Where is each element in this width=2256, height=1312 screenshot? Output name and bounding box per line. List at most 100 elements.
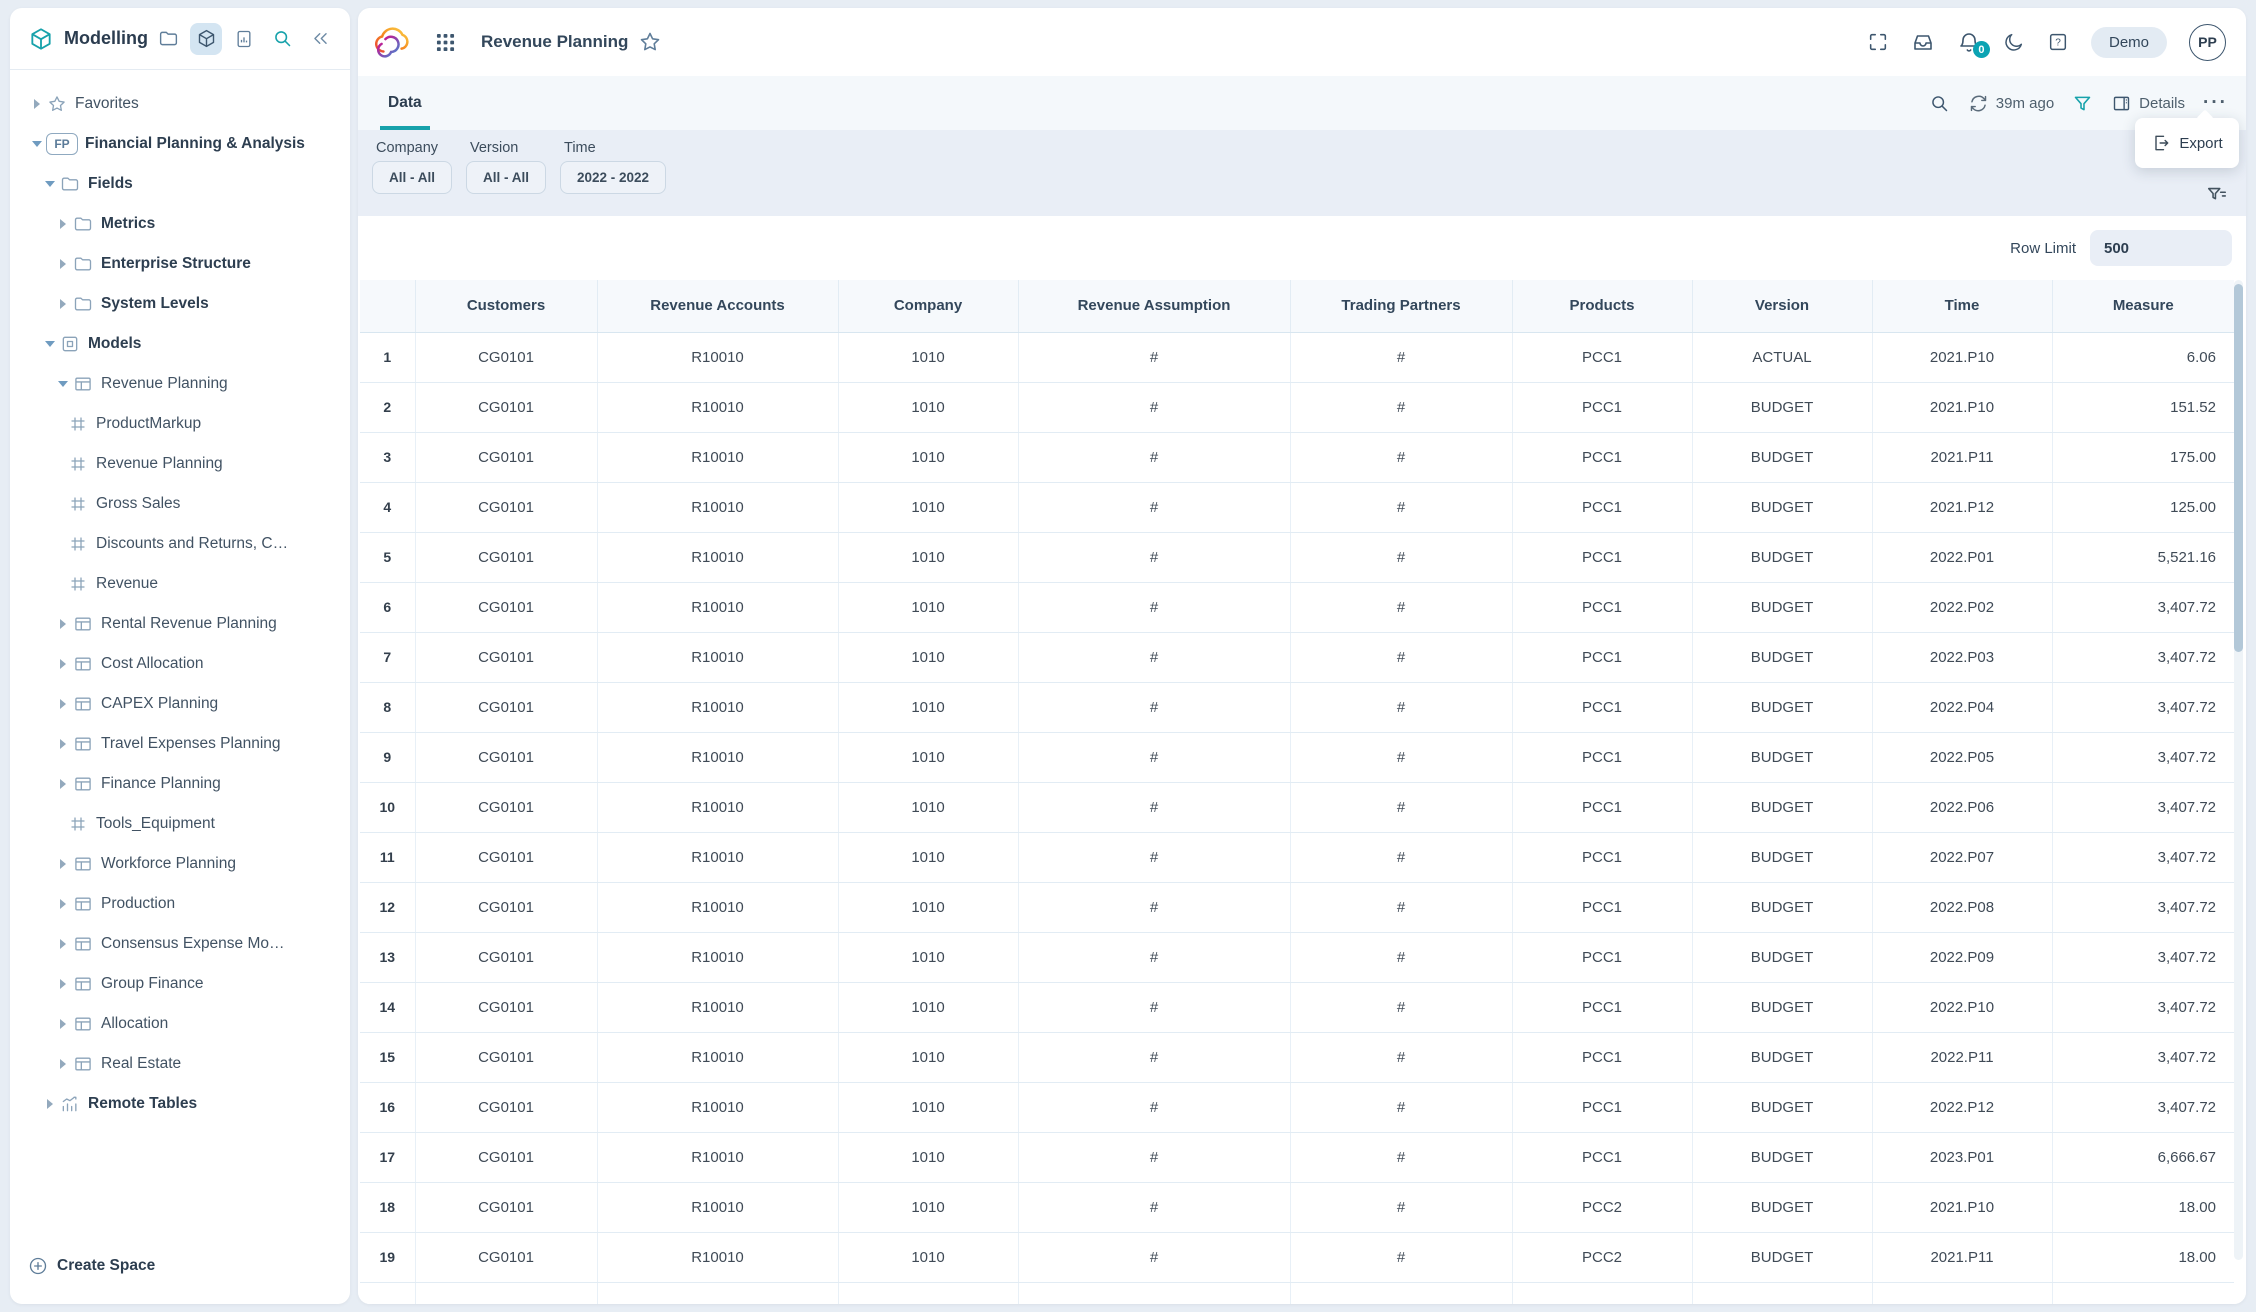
table-cell[interactable]: #	[1018, 832, 1291, 883]
table-cell[interactable]: BUDGET	[1692, 882, 1873, 933]
table-cell[interactable]: PCC1	[1512, 1032, 1693, 1083]
table-cell[interactable]: R10010	[597, 1182, 839, 1233]
table-cell[interactable]: CG0101	[415, 332, 598, 383]
table-cell[interactable]	[1872, 1282, 2053, 1304]
table-cell[interactable]: #	[1290, 532, 1513, 583]
create-space-button[interactable]: Create Space	[10, 1246, 350, 1286]
row-number-cell[interactable]: 6	[360, 582, 416, 633]
table-cell[interactable]: #	[1290, 1082, 1513, 1133]
table-cell[interactable]: #	[1018, 332, 1291, 383]
table-cell[interactable]: PCC1	[1512, 332, 1693, 383]
avatar[interactable]: PP	[2189, 23, 2226, 61]
table-cell[interactable]: R10010	[597, 1132, 839, 1183]
table-cell[interactable]: 3,407.72	[2052, 1032, 2234, 1083]
table-cell[interactable]: R10010	[597, 732, 839, 783]
table-cell[interactable]: CG0101	[415, 1132, 598, 1183]
table-cell[interactable]: CG0101	[415, 682, 598, 733]
table-cell[interactable]: PCC1	[1512, 782, 1693, 833]
table-cell[interactable]	[415, 1282, 598, 1304]
table-cell[interactable]: CG0101	[415, 932, 598, 983]
table-cell[interactable]: 1010	[838, 1182, 1019, 1233]
table-cell[interactable]: R10010	[597, 382, 839, 433]
table-cell[interactable]: CG0101	[415, 432, 598, 483]
tab-data[interactable]: Data	[380, 76, 430, 130]
table-cell[interactable]	[1692, 1282, 1873, 1304]
caret-down-icon[interactable]	[54, 375, 72, 393]
export-menu-item[interactable]: Export	[2135, 118, 2239, 168]
inbox-icon[interactable]	[1911, 30, 1935, 54]
tree-item[interactable]: Revenue	[18, 564, 342, 604]
table-cell[interactable]: R10010	[597, 932, 839, 983]
table-cell[interactable]: #	[1290, 832, 1513, 883]
table-cell[interactable]: 18.00	[2052, 1232, 2234, 1283]
table-cell[interactable]: 2022.P02	[1872, 582, 2053, 633]
table-cell[interactable]: R10010	[597, 432, 839, 483]
table-cell[interactable]: BUDGET	[1692, 1082, 1873, 1133]
caret-right-icon[interactable]	[54, 255, 72, 273]
table-cell[interactable]: #	[1018, 632, 1291, 683]
table-cell[interactable]: PCC1	[1512, 1082, 1693, 1133]
table-cell[interactable]: 1010	[838, 632, 1019, 683]
table-cell[interactable]: PCC2	[1512, 1232, 1693, 1283]
table-cell[interactable]: BUDGET	[1692, 932, 1873, 983]
tree-item[interactable]: Revenue Planning	[18, 444, 342, 484]
table-cell[interactable]: BUDGET	[1692, 382, 1873, 433]
table-cell[interactable]: 2022.P08	[1872, 882, 2053, 933]
tree-item[interactable]: Remote Tables	[18, 1084, 342, 1124]
table-cell[interactable]: #	[1018, 982, 1291, 1033]
table-cell[interactable]: #	[1018, 482, 1291, 533]
row-number-cell[interactable]: 8	[360, 682, 416, 733]
table-cell[interactable]: BUDGET	[1692, 782, 1873, 833]
tree-item[interactable]: Gross Sales	[18, 484, 342, 524]
caret-right-icon[interactable]	[54, 775, 72, 793]
table-cell[interactable]: 3,407.72	[2052, 582, 2234, 633]
caret-right-icon[interactable]	[54, 695, 72, 713]
table-cell[interactable]: 2021.P10	[1872, 1182, 2053, 1233]
table-cell[interactable]: 151.52	[2052, 382, 2234, 433]
table-cell[interactable]: PCC1	[1512, 1132, 1693, 1183]
table-cell[interactable]: PCC1	[1512, 632, 1693, 683]
caret-right-icon[interactable]	[54, 215, 72, 233]
table-cell[interactable]: R10010	[597, 882, 839, 933]
table-cell[interactable]: BUDGET	[1692, 482, 1873, 533]
caret-right-icon[interactable]	[54, 655, 72, 673]
row-number-cell[interactable]: 1	[360, 332, 416, 383]
table-cell[interactable]: 175.00	[2052, 432, 2234, 483]
table-cell[interactable]: #	[1290, 882, 1513, 933]
table-cell[interactable]: #	[1290, 682, 1513, 733]
table-cell[interactable]: 1010	[838, 1132, 1019, 1183]
filter-chip[interactable]: All - All	[372, 161, 452, 194]
table-cell[interactable]: R10010	[597, 1032, 839, 1083]
column-header[interactable]: Trading Partners	[1290, 280, 1513, 333]
help-icon[interactable]: ?	[2047, 31, 2069, 53]
table-cell[interactable]: R10010	[597, 982, 839, 1033]
tree-item[interactable]: Rental Revenue Planning	[18, 604, 342, 644]
table-cell[interactable]: 1010	[838, 732, 1019, 783]
table-cell[interactable]: #	[1290, 1032, 1513, 1083]
column-header[interactable]: Time	[1872, 280, 2053, 333]
column-header[interactable]: Customers	[415, 280, 598, 333]
table-cell[interactable]: PCC1	[1512, 932, 1693, 983]
tree-item[interactable]: Favorites	[18, 84, 342, 124]
table-cell[interactable]: 1010	[838, 482, 1019, 533]
row-number-cell[interactable]: 7	[360, 632, 416, 683]
table-cell[interactable]: #	[1290, 582, 1513, 633]
table-cell[interactable]	[1512, 1282, 1693, 1304]
tree-item[interactable]: Fields	[18, 164, 342, 204]
table-cell[interactable]: 2022.P05	[1872, 732, 2053, 783]
table-cell[interactable]: BUDGET	[1692, 1232, 1873, 1283]
tree-item[interactable]: Finance Planning	[18, 764, 342, 804]
table-cell[interactable]: 2022.P01	[1872, 532, 2053, 583]
table-cell[interactable]: #	[1018, 1232, 1291, 1283]
table-cell[interactable]: 1010	[838, 332, 1019, 383]
table-cell[interactable]: CG0101	[415, 1232, 598, 1283]
tree-item[interactable]: Allocation	[18, 1004, 342, 1044]
filter-chip[interactable]: All - All	[466, 161, 546, 194]
table-cell[interactable]: BUDGET	[1692, 532, 1873, 583]
caret-right-icon[interactable]	[54, 735, 72, 753]
table-cell[interactable]: #	[1290, 782, 1513, 833]
table-cell[interactable]: 1010	[838, 382, 1019, 433]
table-cell[interactable]: #	[1290, 732, 1513, 783]
column-header[interactable]: Company	[838, 280, 1019, 333]
tree-item[interactable]: Group Finance	[18, 964, 342, 1004]
